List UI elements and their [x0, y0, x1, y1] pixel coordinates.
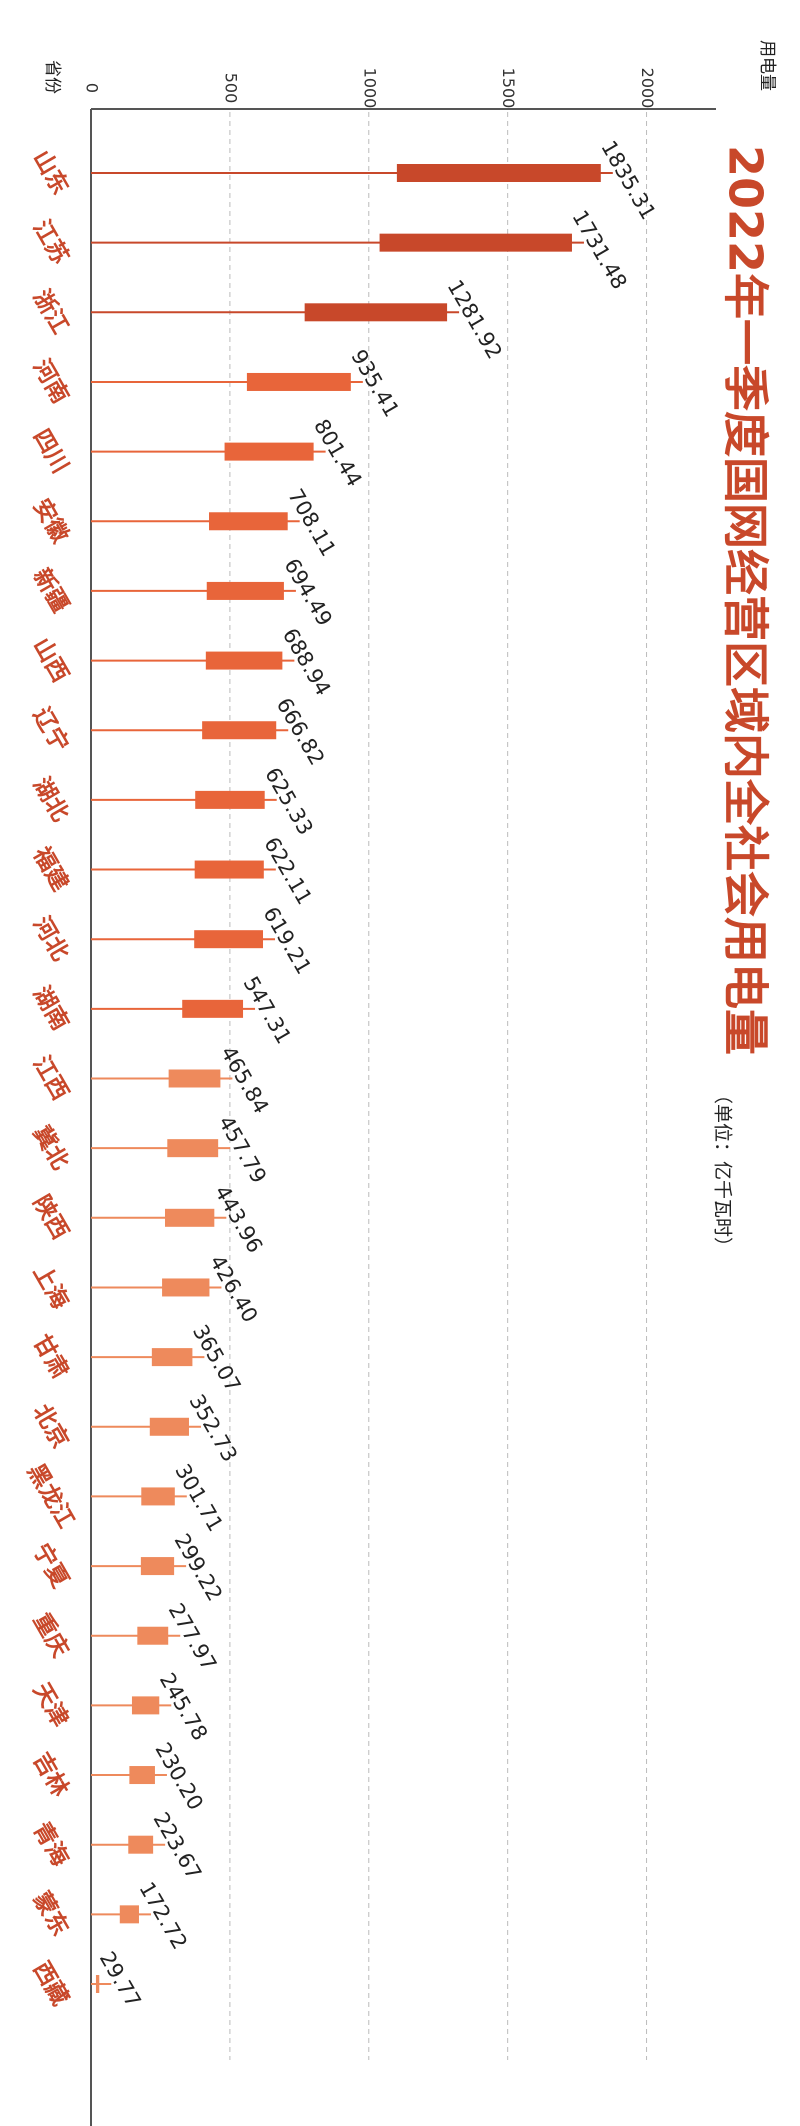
category-label: 青海	[28, 1818, 74, 1871]
bar	[168, 1069, 221, 1088]
value-label: 935.41	[346, 345, 404, 421]
bar	[194, 930, 264, 949]
y-tick-label: 1500	[499, 68, 518, 109]
y-axis-title: 用电量	[757, 40, 777, 91]
x-axis-title: 省份	[42, 60, 62, 94]
category-label: 辽宁	[28, 703, 74, 756]
bar	[164, 1208, 215, 1227]
bar	[131, 1696, 160, 1715]
category-label: 江西	[28, 1052, 74, 1105]
bar	[195, 790, 265, 809]
chart-subtitle: （单位：亿千瓦时）	[712, 1085, 734, 1256]
y-tick-label: 0	[83, 83, 102, 93]
value-label: 619.21	[258, 903, 316, 979]
category-label: 宁夏	[28, 1539, 75, 1593]
value-label: 1835.31	[596, 137, 660, 224]
y-tick-label: 500	[221, 73, 240, 104]
category-label: 上海	[28, 1260, 74, 1313]
bar	[149, 1417, 189, 1436]
value-label: 299.22	[170, 1530, 228, 1606]
category-label: 山东	[28, 146, 74, 199]
bar	[129, 1766, 155, 1785]
category-label: 四川	[28, 425, 74, 478]
value-label: 443.96	[210, 1181, 268, 1257]
bar	[205, 651, 283, 670]
bar	[140, 1557, 175, 1576]
value-label: 223.67	[149, 1808, 207, 1884]
value-label: 172.72	[134, 1878, 192, 1954]
category-label: 北京	[28, 1400, 74, 1453]
bar	[128, 1835, 154, 1854]
value-label: 365.07	[188, 1321, 246, 1397]
value-label: 625.33	[260, 763, 318, 839]
value-label: 688.94	[278, 624, 336, 700]
category-label: 湖北	[28, 773, 74, 826]
value-label: 622.11	[259, 833, 317, 909]
y-tick-label: 2000	[638, 68, 657, 109]
value-label: 301.71	[170, 1460, 228, 1536]
category-label: 蒙东	[28, 1887, 74, 1940]
category-label: 河南	[28, 355, 74, 408]
bar	[209, 512, 288, 531]
y-tick-label: 1000	[360, 68, 379, 109]
category-label: 黑龙江	[22, 1460, 79, 1533]
bar	[141, 1487, 175, 1506]
category-label: 冀北	[28, 1121, 74, 1174]
bar	[162, 1278, 210, 1297]
value-label: 708.11	[283, 485, 341, 561]
category-label: 湖南	[28, 982, 74, 1035]
bar	[137, 1626, 169, 1645]
bar	[379, 233, 572, 252]
value-label: 465.84	[216, 1042, 274, 1118]
value-label: 245.78	[155, 1669, 213, 1745]
bar	[95, 1975, 100, 1993]
value-label: 694.49	[279, 554, 337, 630]
category-label: 重庆	[28, 1609, 74, 1662]
category-label: 陕西	[28, 1191, 74, 1244]
value-label: 1731.48	[567, 206, 631, 293]
bar	[206, 581, 284, 600]
chart-title: 2022年一季度国网经营区域内全社会用电量	[719, 145, 773, 1055]
bar	[151, 1348, 193, 1367]
bar	[304, 303, 448, 322]
value-label: 29.77	[95, 1948, 146, 2012]
category-label: 新疆	[28, 564, 74, 617]
value-label: 547.31	[239, 972, 297, 1048]
bar	[119, 1905, 139, 1924]
value-label: 1281.92	[443, 276, 507, 363]
category-label: 西藏	[28, 1957, 74, 2010]
category-label: 浙江	[28, 286, 74, 339]
bar	[167, 1139, 219, 1158]
value-label: 666.82	[272, 694, 330, 770]
category-label: 甘肃	[28, 1330, 74, 1383]
value-label: 426.40	[205, 1251, 263, 1327]
value-label: 230.20	[150, 1739, 208, 1815]
category-label: 江苏	[28, 216, 74, 269]
bar	[182, 999, 244, 1018]
category-label: 安徽	[28, 494, 75, 548]
category-label: 吉林	[28, 1748, 74, 1801]
category-label: 河北	[28, 913, 74, 966]
bar	[194, 860, 264, 879]
category-label: 山西	[28, 634, 74, 687]
bar	[246, 372, 351, 391]
bar	[224, 442, 314, 461]
value-label: 277.97	[164, 1599, 222, 1675]
bar	[396, 164, 601, 182]
category-label: 天津	[28, 1678, 74, 1731]
category-label: 福建	[27, 842, 73, 896]
value-label: 457.79	[214, 1112, 272, 1188]
bar	[202, 721, 277, 740]
value-label: 352.73	[184, 1390, 242, 1466]
value-label: 801.44	[309, 415, 367, 491]
